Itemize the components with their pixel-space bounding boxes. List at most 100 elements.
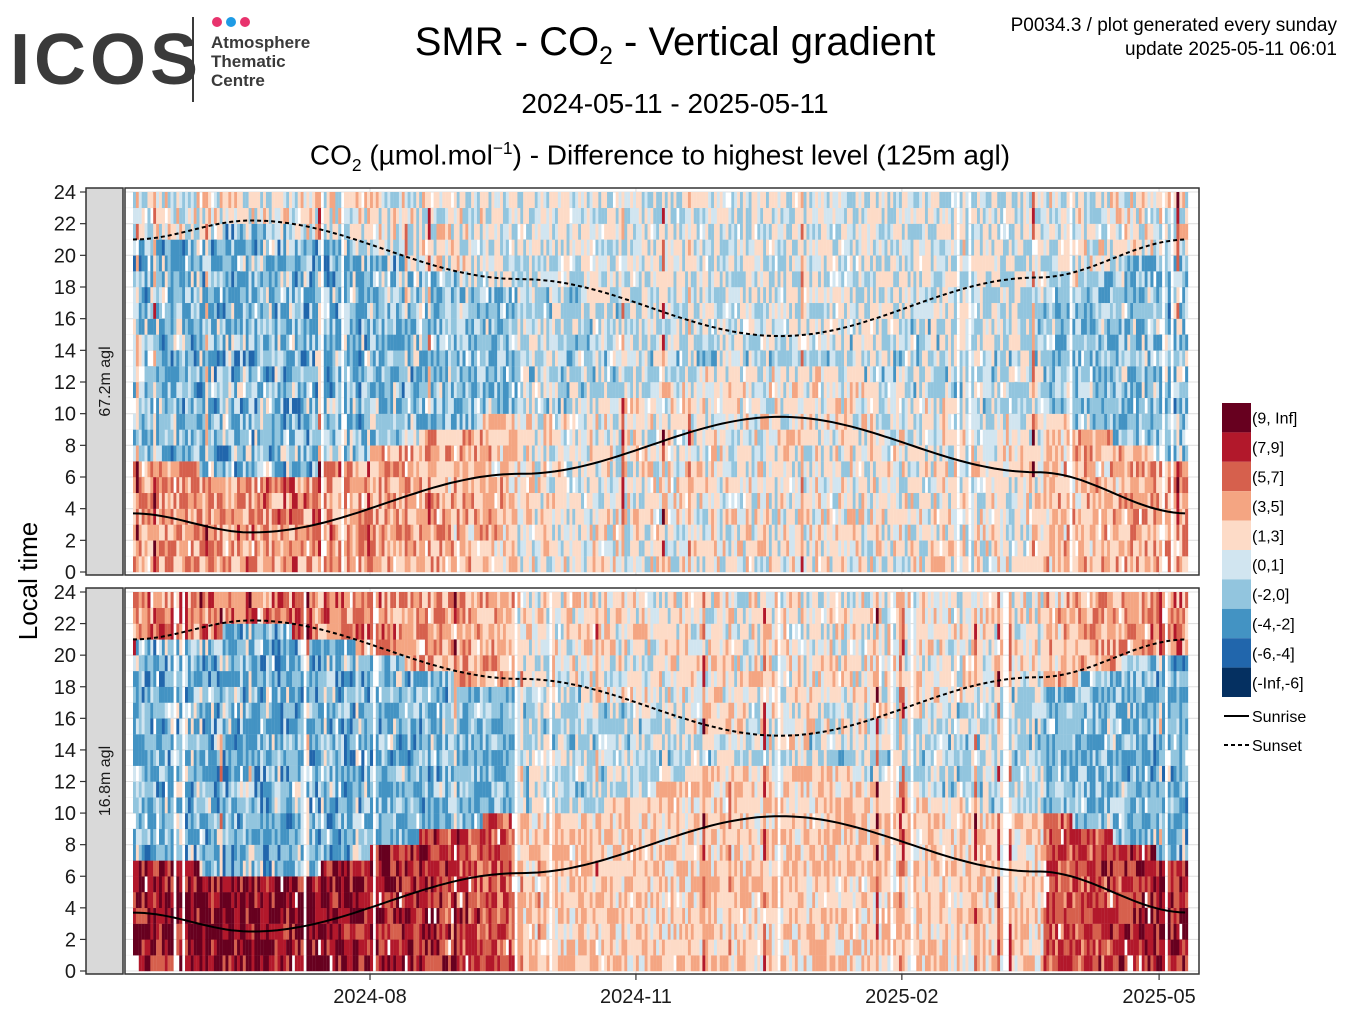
heat-cell [557, 429, 561, 446]
heat-cell [277, 318, 281, 335]
heat-cell [575, 318, 579, 335]
heat-cell [208, 318, 212, 335]
heat-cell [219, 492, 223, 509]
heat-cell [422, 445, 426, 462]
heat-cell [445, 429, 449, 446]
heat-cell [644, 556, 648, 573]
heat-cell [393, 477, 397, 494]
heat-cell [176, 223, 180, 240]
heat-cell [358, 540, 362, 557]
heat-cell [592, 397, 596, 414]
heat-cell [367, 492, 371, 509]
heat-cell [404, 508, 408, 525]
heat-cell [297, 508, 301, 525]
heat-cell [329, 524, 333, 541]
heat-cell [488, 318, 492, 335]
heat-cell [436, 413, 440, 430]
heat-cell [257, 397, 261, 414]
heat-cell [387, 192, 391, 209]
heat-cell [638, 239, 642, 256]
heat-cell [630, 461, 634, 478]
heat-cell [361, 366, 365, 383]
heat-cell [586, 382, 590, 399]
heat-cell [502, 350, 507, 367]
heat-cell [748, 461, 752, 478]
heat-cell [459, 239, 463, 256]
heat-cell [693, 429, 697, 446]
heat-cell [436, 445, 440, 462]
heat-cell [346, 477, 350, 494]
heat-cell [549, 287, 553, 304]
heat-cell [205, 223, 209, 240]
heat-cell [505, 524, 509, 541]
heat-cell [630, 397, 634, 414]
heat-cell [520, 302, 524, 319]
heat-cell [670, 287, 674, 304]
heat-cell [231, 413, 235, 430]
heat-cell [199, 540, 203, 557]
heat-cell [416, 445, 420, 462]
heat-cell [757, 461, 761, 478]
heat-cell [185, 477, 189, 494]
heat-cell [289, 556, 293, 573]
heat-cell [557, 524, 561, 541]
heat-cell [557, 302, 561, 319]
heat-cell [396, 445, 400, 462]
heat-cell [286, 556, 290, 573]
heat-cell [531, 382, 535, 399]
heat-cell [286, 524, 290, 541]
heat-cell [722, 302, 726, 319]
heat-cell [196, 255, 200, 272]
heat-cell [722, 540, 726, 557]
heat-cell [355, 477, 359, 494]
heat-cell [615, 223, 619, 240]
heat-cell [315, 556, 319, 573]
heat-cell [410, 207, 414, 224]
heat-cell [523, 429, 527, 446]
heat-cell [407, 508, 411, 525]
heat-cell [612, 508, 616, 525]
heat-cell [713, 492, 718, 509]
heat-cell [248, 397, 252, 414]
heat-cell [199, 461, 203, 478]
heat-cell [566, 239, 570, 256]
heat-cell [557, 239, 561, 256]
heat-cell [271, 524, 275, 541]
heat-cell [211, 556, 215, 573]
heat-cell [352, 429, 356, 446]
heat-cell [595, 366, 599, 383]
heat-cell [358, 318, 362, 335]
heat-cell [251, 239, 255, 256]
heat-cell [543, 540, 547, 557]
heat-cell [228, 445, 232, 462]
heat-cell [638, 508, 642, 525]
heat-cell [745, 492, 749, 509]
heat-cell [592, 207, 596, 224]
heat-cell [239, 540, 243, 557]
heat-cell [754, 445, 758, 462]
heat-cell [260, 350, 264, 367]
heat-cell [430, 382, 434, 399]
heat-cell [624, 397, 628, 414]
heat-cell [378, 318, 382, 335]
heat-cell [413, 334, 417, 351]
heat-cell [644, 271, 648, 288]
heat-cell [497, 397, 501, 414]
heat-cell [624, 524, 628, 541]
heat-cell [485, 366, 489, 383]
heat-cell [361, 287, 365, 304]
heat-cell [745, 524, 749, 541]
heat-cell [702, 477, 706, 494]
heat-cell [757, 318, 761, 335]
heat-cell [555, 445, 559, 462]
heat-cell [719, 223, 723, 240]
heat-cell [479, 207, 483, 224]
heat-cell [442, 508, 446, 525]
heat-cell [450, 556, 454, 573]
heat-cell [456, 413, 460, 430]
heat-cell [349, 540, 353, 557]
heat-cell [696, 524, 700, 541]
heat-cell [656, 540, 660, 557]
heat-cell [407, 492, 411, 509]
heat-cell [355, 207, 359, 224]
